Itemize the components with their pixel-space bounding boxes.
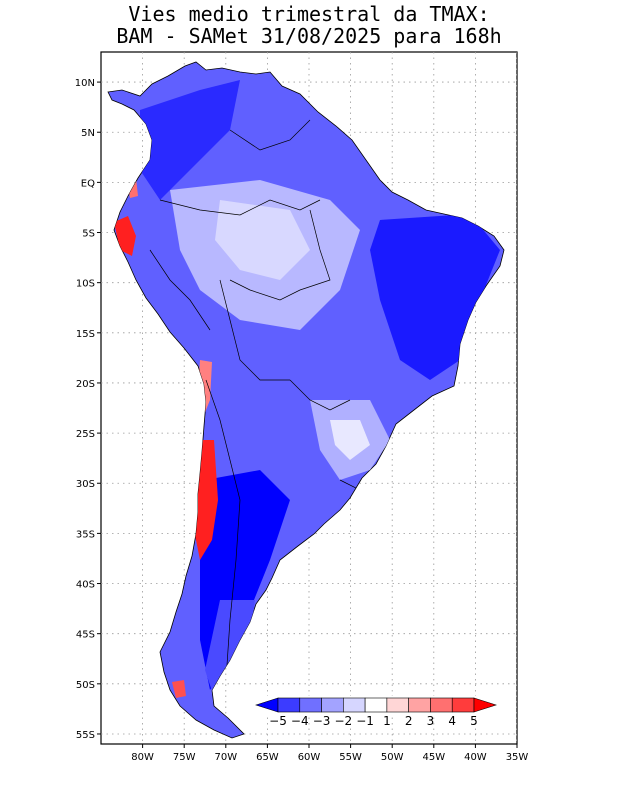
lat-tick-label: 40S [76,580,95,591]
colorbar-level-label: −2 [334,714,352,728]
border-paraguay [289,379,351,411]
colorbar-level-label: 1 [383,714,391,728]
title-line-1: Vies medio trimestral da TMAX: [128,2,490,26]
title-line-2: BAM - SAMet 31/08/2025 para 168h [116,24,502,48]
colorbar-box [451,697,475,713]
longitude-labels: 80W 75W 70W 65W 60W 55W 50W 45W 40W 35W [131,744,528,763]
lat-tick-label: 5S [82,229,95,240]
lat-tick-label: 50S [76,680,95,691]
map-title: Vies medio trimestral da TMAX: BAM - SAM… [0,3,618,47]
lon-tick-label: 80W [131,752,154,763]
lat-tick-label: 10N [75,78,95,89]
colorbar-box [277,697,301,713]
warm-patch-south-chile [172,680,186,698]
colorbar-level-label: 5 [470,714,478,728]
bias-field [114,80,500,700]
lat-tick-label: 10S [76,279,95,290]
lon-tick-label: 60W [298,752,321,763]
border-chile-argentina [205,379,241,681]
lon-tick-label: 35W [506,752,529,763]
lat-tick-label: 55S [76,730,95,741]
border-brazil-bolivia [229,209,331,301]
colorbar-box [408,697,431,713]
colorbar-box [299,697,322,713]
colorbar-box [430,697,453,713]
lat-tick-label: 25S [76,429,95,440]
lat-tick-label: EQ [81,178,95,189]
bias-patch-northeast-brazil [370,214,500,380]
lon-tick-label: 45W [422,752,445,763]
lon-tick-label: 55W [339,752,362,763]
colorbar: −5 −4 −3 −2 −1 1 2 3 4 5 [254,696,498,728]
lat-tick-label: 5N [81,128,95,139]
colorbar-level-label: 2 [405,714,413,728]
bias-patch-amazon-core [215,200,310,280]
bias-patch-near-zero [330,420,370,460]
border-bolivia-paraguay [219,279,290,381]
colorbar-level-label: −3 [313,714,331,728]
colorbar-box [386,697,409,713]
bias-patch-patagonia [205,600,255,700]
colorbar-level-label: −5 [269,714,287,728]
lon-tick-label: 50W [381,752,404,763]
country-borders [149,119,361,681]
colorbar-box [364,697,388,713]
lat-tick-label: 35S [76,529,95,540]
colorbar-level-label: 4 [448,714,456,728]
colorbar-arrow-high [473,697,497,713]
colorbar-level-label: −1 [356,714,374,728]
border-colombia-peru [159,199,321,216]
colorbar-box [321,697,344,713]
lat-tick-label: 30S [76,479,95,490]
lat-tick-label: 15S [76,329,95,340]
latitude-labels: 10N 5N EQ 5S 10S 15S 20S 25S 30S 35S 40S 45S 50S 55S [75,78,101,741]
lon-tick-label: 70W [214,752,237,763]
lon-tick-label: 65W [256,752,279,763]
colorbar-box [343,697,366,713]
bias-patch-northwest [140,80,240,200]
border-venezuela [229,119,311,151]
lon-tick-label: 40W [464,752,487,763]
border-peru-bolivia [149,249,211,331]
colorbar-level-label: 3 [427,714,435,728]
lat-tick-label: 20S [76,379,95,390]
lon-tick-label: 75W [173,752,196,763]
lat-tick-label: 45S [76,630,95,641]
colorbar-level-label: −4 [291,714,309,728]
